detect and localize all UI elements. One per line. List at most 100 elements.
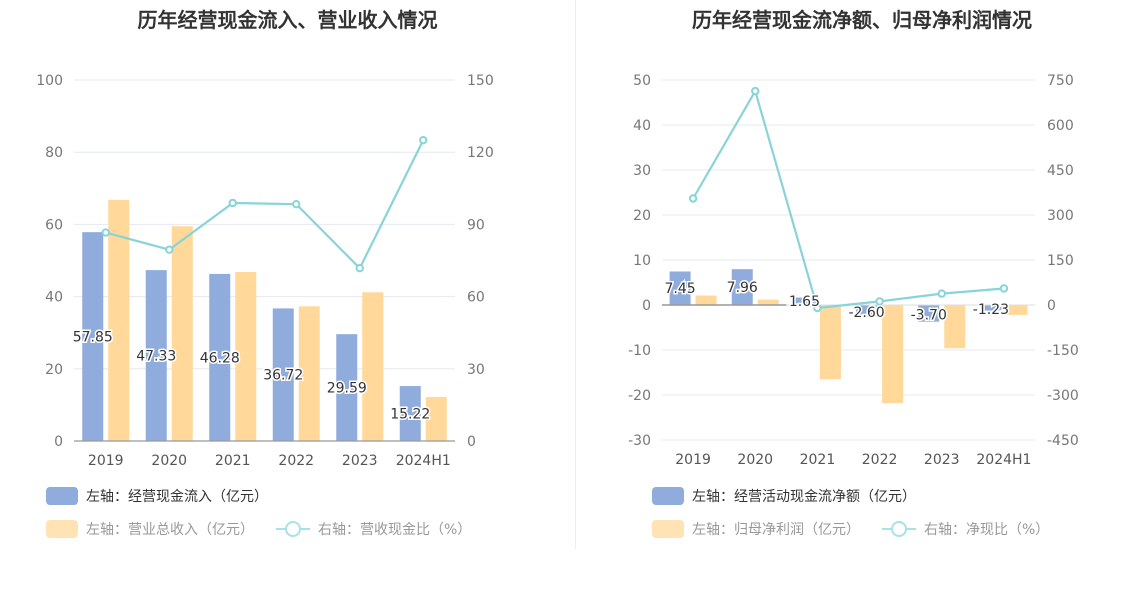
bar-primary (980, 305, 1002, 311)
x-tick-label: 2024H1 (976, 452, 1031, 468)
legend-row-1: 左轴：经营现金流入（亿元） (46, 486, 290, 506)
x-tick-label: 2022 (862, 452, 898, 468)
legend-item-cash-inflow[interactable]: 左轴：经营现金流入（亿元） (46, 486, 268, 506)
legend-row-2: 左轴：营业总收入（亿元） 右轴：营收现金比（%） (46, 519, 493, 539)
bar-primary (731, 269, 753, 305)
bar-data-label: 46.28 (200, 350, 240, 366)
chart-panel-net-cash-flow: 历年经营现金流净额、归母净利润情况 -30 -20 -10 0 10 20 30 40 50 -4… (577, 0, 1147, 589)
y-right-tick-label: -150 (1047, 343, 1079, 359)
bar-secondary (819, 305, 841, 380)
chart-title: 历年经营现金流净额、归母净利润情况 (692, 8, 1032, 32)
bar-data-label: -2.60 (848, 305, 884, 321)
y-left-tick-label: 80 (45, 145, 63, 161)
y-left-tick-label: 40 (45, 290, 63, 306)
bar-data-label: 7.45 (664, 281, 695, 297)
y-right-tick-label: 60 (467, 290, 485, 306)
legend-item-net-cash-ratio[interactable]: 右轴：净现比（%） (882, 519, 1049, 539)
ratio-point (688, 194, 698, 203)
legend-swatch-bar-icon (46, 487, 78, 505)
x-tick-label: 2021 (215, 453, 251, 469)
bar-data-label: 57.85 (73, 330, 113, 346)
chart-plot-cash-inflow: 0 20 40 60 80 100 0 30 60 90 120 150 2019 2020 2021 202… (36, 73, 493, 469)
y-right-tick-label: 0 (467, 434, 476, 450)
bar-data-label: 7.96 (727, 280, 758, 296)
bar-secondary (235, 272, 257, 441)
y-left-tick-label: 20 (633, 208, 651, 224)
y-right-tick-label: 150 (1047, 253, 1074, 269)
bar-primary (918, 305, 940, 322)
y-left-tick-label: 0 (642, 298, 651, 314)
legend-row-2: 左轴：归母净利润（亿元） 右轴：净现比（%） (652, 519, 1071, 539)
ratio-line (692, 88, 1005, 310)
y-left-tick-label: 60 (45, 217, 63, 233)
x-tick-label: 2024H1 (396, 453, 451, 469)
legend-label: 左轴：经营现金流入（亿元） (86, 489, 268, 505)
legend-swatch-bar-icon (46, 520, 78, 538)
x-tick-label: 2020 (151, 453, 187, 469)
ratio-point (292, 199, 301, 209)
ratio-point (751, 86, 760, 96)
x-tick-label: 2020 (737, 452, 773, 468)
legend-swatch-line-icon (882, 520, 916, 538)
x-tick-label: 2023 (924, 452, 960, 468)
x-tick-label: 2019 (88, 453, 124, 469)
bar-primary (209, 273, 231, 441)
ratio-point (228, 198, 237, 208)
x-tick-label: 2021 (800, 452, 836, 468)
y-right-tick-label: 600 (1047, 118, 1074, 134)
y-right-tick-label: -300 (1047, 388, 1079, 404)
y-left-tick-label: 50 (633, 73, 651, 89)
bar-secondary (882, 305, 904, 404)
y-left-tick-label: 30 (633, 163, 651, 179)
legend-item-cash-revenue-ratio[interactable]: 右轴：营收现金比（%） (276, 519, 471, 539)
bar-data-label: -3.70 (911, 307, 947, 323)
y-left-tick-label: 20 (45, 362, 63, 378)
bar-secondary (757, 299, 779, 305)
y-left-tick-label: -10 (628, 343, 651, 359)
bar-primary (793, 297, 815, 305)
bar-primary (272, 308, 294, 441)
bar-primary (856, 305, 878, 317)
chart-panel-cash-inflow: 历年经营现金流入、营业收入情况 0 20 40 60 80 100 0 30 60 90 120 15… (36, 8, 494, 539)
y-right-tick-label: 750 (1047, 73, 1074, 89)
bar-secondary (298, 306, 320, 441)
legend-item-net-profit[interactable]: 左轴：归母净利润（亿元） (652, 519, 860, 539)
ratio-point (165, 245, 174, 254)
y-left-tick-label: 0 (54, 434, 63, 450)
legend-label: 左轴：营业总收入（亿元） (86, 522, 254, 538)
legend-label: 右轴：净现比（%） (924, 522, 1050, 538)
x-tick-label: 2023 (342, 453, 378, 469)
ratio-point (937, 289, 946, 298)
ratio-point (999, 284, 1009, 293)
bar-primary (145, 270, 167, 441)
bar-primary (669, 271, 691, 305)
panel-divider (575, 0, 576, 549)
bar-primary (82, 232, 104, 441)
bar-secondary (171, 226, 193, 441)
legend-swatch-bar-icon (652, 487, 684, 505)
bar-data-label: 29.59 (327, 381, 367, 397)
bar-secondary (1006, 305, 1028, 315)
y-right-tick-label: -450 (1047, 433, 1079, 449)
bar-data-label: 15.22 (390, 407, 430, 423)
y-right-tick-label: 300 (1047, 208, 1074, 224)
bar-secondary (425, 396, 447, 441)
bar-data-label: 47.33 (136, 349, 176, 365)
ratio-point (813, 303, 822, 313)
y-left-tick-label: 40 (633, 118, 651, 134)
bar-primary (399, 386, 421, 441)
legend-item-net-cash-flow[interactable]: 左轴：经营活动现金流净额（亿元） (652, 486, 916, 506)
y-left-tick-label: -20 (628, 388, 651, 404)
y-right-tick-label: 0 (1047, 298, 1056, 314)
ratio-point (875, 297, 884, 306)
y-left-tick-label: -30 (628, 433, 651, 449)
bar-data-label: -1.23 (973, 302, 1009, 318)
legend-item-revenue[interactable]: 左轴：营业总收入（亿元） (46, 519, 254, 539)
ratio-line (105, 139, 425, 271)
bar-primary (336, 334, 358, 441)
chart-plot-net-cash-flow: -30 -20 -10 0 10 20 30 40 50 -450 -300 -150 0 150 300 4… (628, 73, 1079, 468)
y-right-tick-label: 30 (467, 362, 485, 378)
bar-secondary (362, 292, 384, 441)
bar-data-label: 1.65 (789, 294, 820, 310)
chart-title: 历年经营现金流入、营业收入情况 (137, 8, 438, 32)
